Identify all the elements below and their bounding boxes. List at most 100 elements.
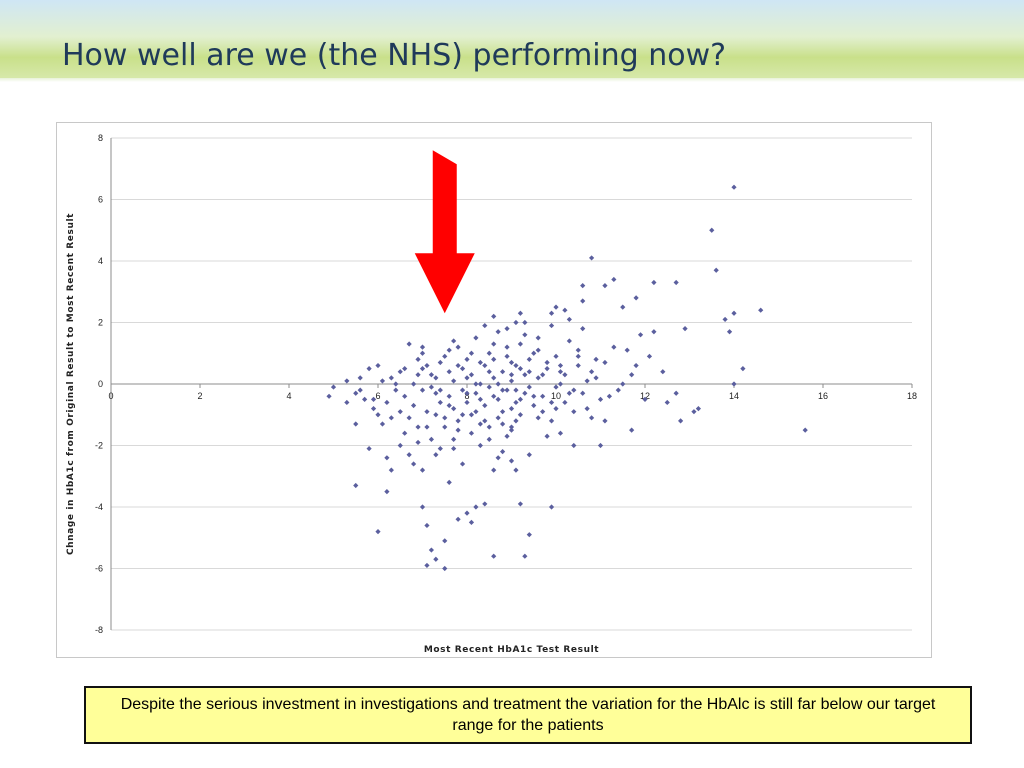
data-point: [678, 418, 684, 424]
data-point: [437, 359, 443, 366]
data-point: [495, 396, 501, 402]
data-point: [593, 375, 599, 381]
data-point: [459, 461, 466, 467]
data-point: [379, 378, 386, 384]
data-point: [388, 415, 394, 421]
data-point: [491, 393, 497, 399]
data-point: [508, 458, 515, 464]
data-point: [500, 449, 506, 455]
data-point: [504, 326, 510, 332]
data-point: [526, 452, 532, 458]
data-point: [437, 399, 443, 406]
data-point: [451, 436, 457, 442]
data-point: [575, 347, 581, 353]
data-point: [397, 369, 403, 375]
data-point: [344, 399, 350, 406]
data-point: [544, 366, 550, 372]
data-point: [464, 390, 470, 396]
data-point: [411, 461, 417, 467]
data-point: [526, 356, 532, 362]
data-point: [633, 295, 639, 301]
y-tick-label: -4: [95, 502, 103, 512]
data-point: [455, 427, 461, 433]
x-tick-label: 6: [375, 391, 380, 401]
data-point: [419, 467, 426, 473]
data-point: [344, 378, 350, 384]
data-point: [428, 384, 434, 390]
data-point: [566, 338, 572, 344]
data-point: [562, 307, 568, 313]
data-points: [326, 184, 808, 572]
data-point: [419, 504, 426, 510]
data-point: [402, 393, 408, 399]
data-point: [433, 556, 439, 562]
data-point: [464, 510, 470, 516]
data-point: [526, 532, 532, 538]
data-point: [722, 316, 728, 323]
data-point: [709, 227, 715, 233]
data-point: [375, 529, 381, 535]
data-point: [802, 427, 808, 433]
y-tick-label: 6: [98, 195, 103, 205]
data-point: [370, 396, 377, 402]
data-point: [580, 298, 586, 304]
data-point: [424, 362, 430, 369]
data-point: [468, 350, 475, 356]
data-point: [370, 406, 377, 412]
data-point: [482, 402, 488, 409]
data-point: [437, 445, 443, 452]
y-tick-label: -6: [95, 564, 103, 574]
data-point: [566, 316, 572, 323]
data-point: [548, 322, 555, 329]
y-tick-label: -2: [95, 441, 103, 451]
data-point: [513, 399, 519, 406]
data-point: [455, 516, 461, 522]
data-point: [500, 369, 506, 375]
y-tick-label: -8: [95, 625, 103, 635]
data-point: [464, 399, 470, 406]
data-point: [491, 356, 497, 362]
data-point: [491, 341, 497, 347]
data-point: [500, 409, 506, 415]
data-point: [713, 267, 719, 273]
data-point: [615, 387, 621, 393]
data-point: [437, 387, 443, 393]
data-point: [366, 445, 372, 452]
data-point: [495, 455, 501, 461]
data-point: [571, 409, 577, 415]
data-point: [517, 366, 523, 372]
x-tick-label: 14: [729, 391, 739, 401]
x-tick-label: 10: [551, 391, 561, 401]
data-point: [482, 362, 488, 369]
data-point: [580, 326, 586, 332]
data-point: [522, 553, 528, 559]
data-point: [424, 562, 430, 569]
data-point: [540, 393, 546, 399]
data-point: [695, 406, 701, 412]
y-tick-label: 2: [98, 318, 103, 328]
x-tick-label: 4: [286, 391, 291, 401]
data-point: [535, 375, 541, 381]
data-point: [526, 369, 532, 375]
data-point: [388, 375, 394, 381]
note-callout: Despite the serious investment in invest…: [84, 686, 972, 744]
data-point: [513, 467, 519, 473]
data-point: [673, 390, 679, 396]
data-point: [473, 335, 479, 341]
data-point: [575, 353, 581, 359]
x-tick-label: 12: [640, 391, 650, 401]
x-tick-label: 0: [108, 391, 113, 401]
data-point: [504, 353, 510, 359]
data-point: [620, 304, 626, 310]
data-point: [673, 279, 679, 286]
data-point: [602, 359, 608, 366]
data-point: [517, 396, 523, 402]
data-point: [611, 344, 617, 350]
data-point: [477, 396, 483, 402]
data-point: [562, 399, 568, 406]
data-point: [486, 424, 492, 430]
data-point: [606, 393, 612, 399]
data-point: [633, 362, 639, 369]
data-point: [504, 344, 510, 350]
data-point: [517, 412, 523, 418]
